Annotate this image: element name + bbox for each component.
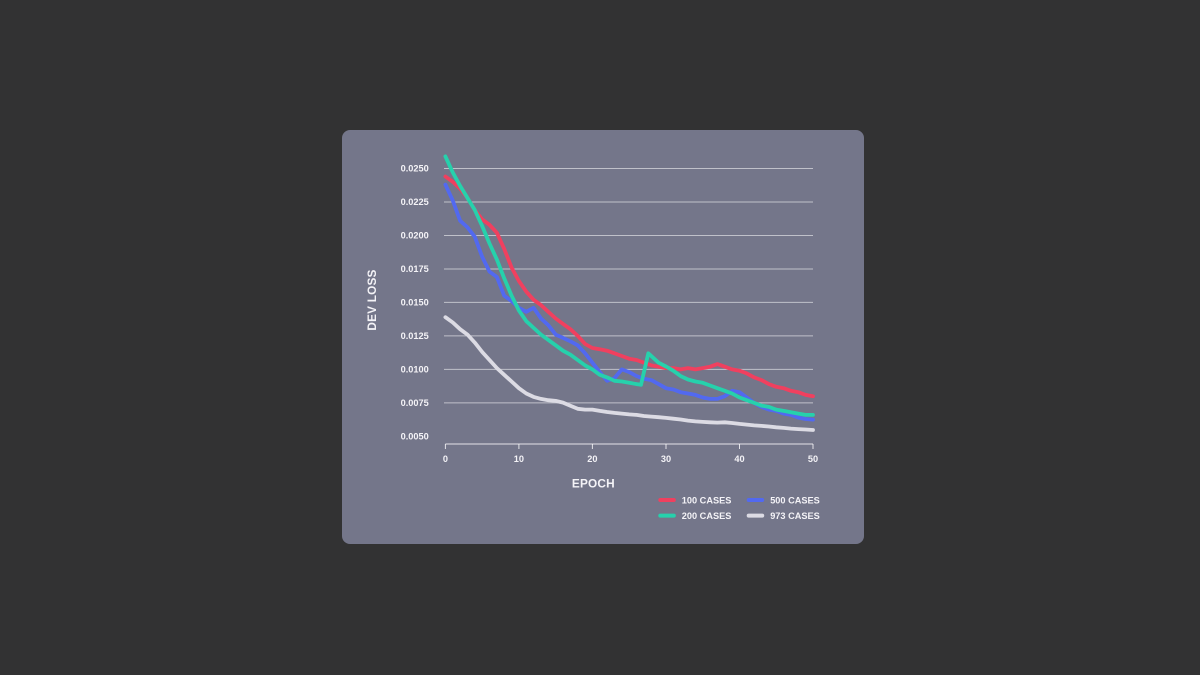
svg-text:20: 20 <box>587 454 597 464</box>
svg-text:40: 40 <box>734 454 744 464</box>
svg-text:0.0075: 0.0075 <box>401 398 429 408</box>
svg-text:200 CASES: 200 CASES <box>682 511 732 521</box>
svg-text:973 CASES: 973 CASES <box>770 511 820 521</box>
svg-text:0.0100: 0.0100 <box>401 365 429 375</box>
svg-text:100 CASES: 100 CASES <box>682 495 732 505</box>
svg-text:500 CASES: 500 CASES <box>770 495 820 505</box>
svg-text:30: 30 <box>661 454 671 464</box>
svg-text:0.0175: 0.0175 <box>401 264 429 274</box>
svg-text:0.0250: 0.0250 <box>401 164 429 174</box>
svg-text:0.0150: 0.0150 <box>401 298 429 308</box>
svg-text:10: 10 <box>514 454 524 464</box>
svg-text:DEV LOSS: DEV LOSS <box>365 269 379 330</box>
svg-text:0.0050: 0.0050 <box>401 432 429 442</box>
svg-text:0: 0 <box>443 454 448 464</box>
svg-text:0.0225: 0.0225 <box>401 197 429 207</box>
svg-text:EPOCH: EPOCH <box>572 477 615 491</box>
svg-text:0.0200: 0.0200 <box>401 231 429 241</box>
svg-text:50: 50 <box>808 454 818 464</box>
svg-text:0.0125: 0.0125 <box>401 331 429 341</box>
